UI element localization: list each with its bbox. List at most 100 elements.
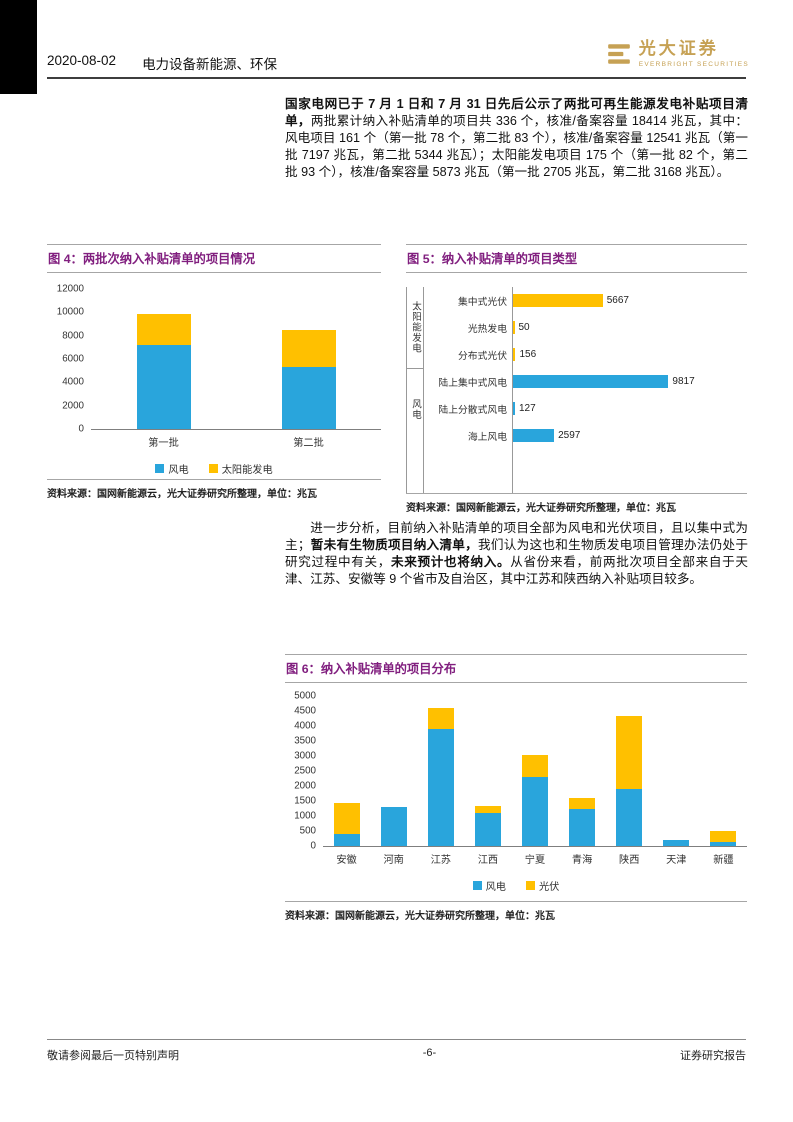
bar-宁夏: [521, 696, 548, 846]
figure-6-source: 资料来源：国网新能源云，光大证券研究所整理，单位：兆瓦: [285, 901, 747, 922]
category-label: 光热发电: [467, 323, 507, 335]
intro-paragraph: 国家电网已于 7 月 1 日和 7 月 31 日先后公示了两批可再生能源发电补贴…: [285, 96, 748, 181]
report-header: 2020-08-02 电力设备新能源、环保: [47, 53, 277, 73]
bar-value: 127: [519, 403, 536, 414]
bar-segment-风电: [663, 840, 690, 846]
bar-column: [511, 696, 558, 846]
bar-row: 9817: [513, 368, 747, 395]
legend-label: 光伏: [539, 882, 560, 893]
y-axis: 5000 4500 4000 3500 3000 2500 2000 1500 1000 500 0: [285, 691, 323, 852]
bar-青海: [569, 696, 596, 846]
bar-segment-光伏: [333, 802, 360, 834]
chart-body: 12000 10000 8000 6000 4000 2000 0 第一批 第二批: [47, 273, 381, 449]
category-label: 分布式光伏: [458, 350, 507, 362]
y-axis-tick: 4500: [294, 705, 316, 717]
x-axis-label: 新疆: [713, 855, 734, 866]
footer-report-type: 证券研究报告: [679, 1050, 746, 1062]
intro-body-text: 两批累计纳入补贴清单的项目共 336 个，核准/备案容量 18414 兆瓦，其中…: [285, 114, 748, 179]
bar-光热发电: [513, 321, 515, 334]
bar-segment-太阳能发电: [281, 329, 336, 367]
bar-column: [323, 696, 370, 846]
bar-天津: [663, 696, 690, 846]
bar-陆上集中式风电: [513, 375, 669, 388]
bar-segment-风电: [521, 777, 548, 846]
legend-label: 风电: [168, 465, 189, 476]
bar-新疆: [710, 696, 737, 846]
bar-value: 50: [518, 322, 530, 333]
bar-column: [606, 696, 653, 846]
x-axis-label: 河南: [383, 855, 404, 866]
y-axis-tick: 1000: [294, 810, 316, 822]
legend-item: 风电: [155, 461, 189, 476]
y-axis-tick: 2000: [62, 400, 84, 412]
category-label: 陆上集中式风电: [438, 377, 507, 389]
chart-body: 5000 4500 4000 3500 3000 2500 2000 1500 1000 500 0…: [285, 683, 747, 866]
y-axis-tick: 500: [299, 825, 316, 837]
plot-wrap: 第一批 第二批: [91, 289, 381, 449]
report-date: 2020-08-02: [47, 53, 117, 68]
bar-segment-风电: [427, 729, 454, 846]
x-axis-label: 第二批: [293, 438, 324, 449]
x-axis-label: 青海: [571, 855, 593, 866]
legend-label: 太阳能发电: [221, 465, 273, 476]
bar-segment-风电: [281, 366, 336, 429]
legend-swatch: [526, 881, 535, 890]
bar-row: 50: [513, 314, 747, 341]
legend-item: 光伏: [526, 878, 559, 893]
bar-column: [559, 696, 606, 846]
category-label: 陆上分散式风电: [438, 404, 507, 416]
legend-swatch: [155, 464, 165, 473]
bar-segment-风电: [616, 789, 643, 846]
y-axis-tick: 2000: [294, 780, 316, 792]
bar-row: 127: [513, 395, 747, 422]
legend-swatch: [472, 881, 482, 890]
bar-row: 156: [513, 341, 747, 368]
bar-segment-风电: [136, 345, 191, 429]
analysis-text-2: 我们认为这也和生物质发电项目管理办法仍处于研究过程中有关，: [285, 538, 749, 569]
x-axis-label: 宁夏: [524, 855, 546, 866]
figure-5-source: 资料来源：国网新能源云，光大证券研究所整理，单位：兆瓦: [406, 493, 747, 514]
intro-bold-text: 国家电网已于 7 月 1 日和 7 月 31 日先后公示了两批可再生能源发电补贴…: [285, 97, 748, 128]
x-axis-label: 江西: [477, 855, 499, 866]
analysis-bold-2: 未来预计也将纳入。: [390, 555, 511, 569]
bar-column: [236, 289, 381, 429]
legend: 风电 太阳能发电: [47, 461, 381, 476]
bar-segment-光伏: [474, 805, 501, 813]
x-axis-label: 江苏: [430, 855, 451, 866]
plot-area: 5667 50 156 9817 127 2597: [512, 287, 747, 493]
bar-海上风电: [513, 429, 555, 442]
y-axis-tick: 5000: [294, 690, 316, 702]
bar-河南: [380, 696, 407, 846]
bar-segment-太阳能发电: [136, 313, 191, 346]
bar-集中式光伏: [513, 294, 603, 307]
bar-segment-风电: [474, 813, 501, 846]
y-axis-tick: 0: [310, 840, 316, 852]
group-label-太阳能发电: 太阳能发电: [410, 301, 421, 354]
footer-disclaimer: 敬请参阅最后一页特别声明: [47, 1050, 179, 1062]
bar-第二批: [281, 289, 336, 429]
bar-江苏: [427, 696, 454, 846]
bar-安徽: [333, 696, 360, 846]
corner-mark: [0, 0, 37, 94]
legend-label: 风电: [485, 882, 506, 893]
legend-swatch: [208, 464, 218, 473]
bar-segment-风电: [710, 841, 737, 846]
bar-segment-光伏: [569, 798, 596, 809]
bar-segment-风电: [380, 807, 407, 846]
y-axis-tick: 12000: [56, 283, 84, 295]
bar-value: 2597: [558, 430, 581, 441]
bar-陕西: [616, 696, 643, 846]
figure-4: 图 4：两批次纳入补贴清单的项目情况 12000 10000 8000 6000 400…: [47, 244, 381, 500]
bar-row: 5667: [513, 287, 747, 314]
bar-segment-风电: [333, 834, 360, 846]
x-axis-label: 安徽: [336, 855, 357, 866]
figure-6-title: 图 6：纳入补贴清单的项目分布: [285, 654, 747, 683]
bar-column: [370, 696, 417, 846]
page-number: -6-: [422, 1047, 437, 1059]
x-axis-labels: 第一批 第二批: [91, 434, 381, 449]
x-axis-label: 第一批: [148, 438, 179, 449]
bar-江西: [474, 696, 501, 846]
y-axis-tick: 6000: [62, 353, 84, 365]
brand-logo: 光大证券 EVERBRIGHT SECURITIES: [606, 39, 749, 68]
